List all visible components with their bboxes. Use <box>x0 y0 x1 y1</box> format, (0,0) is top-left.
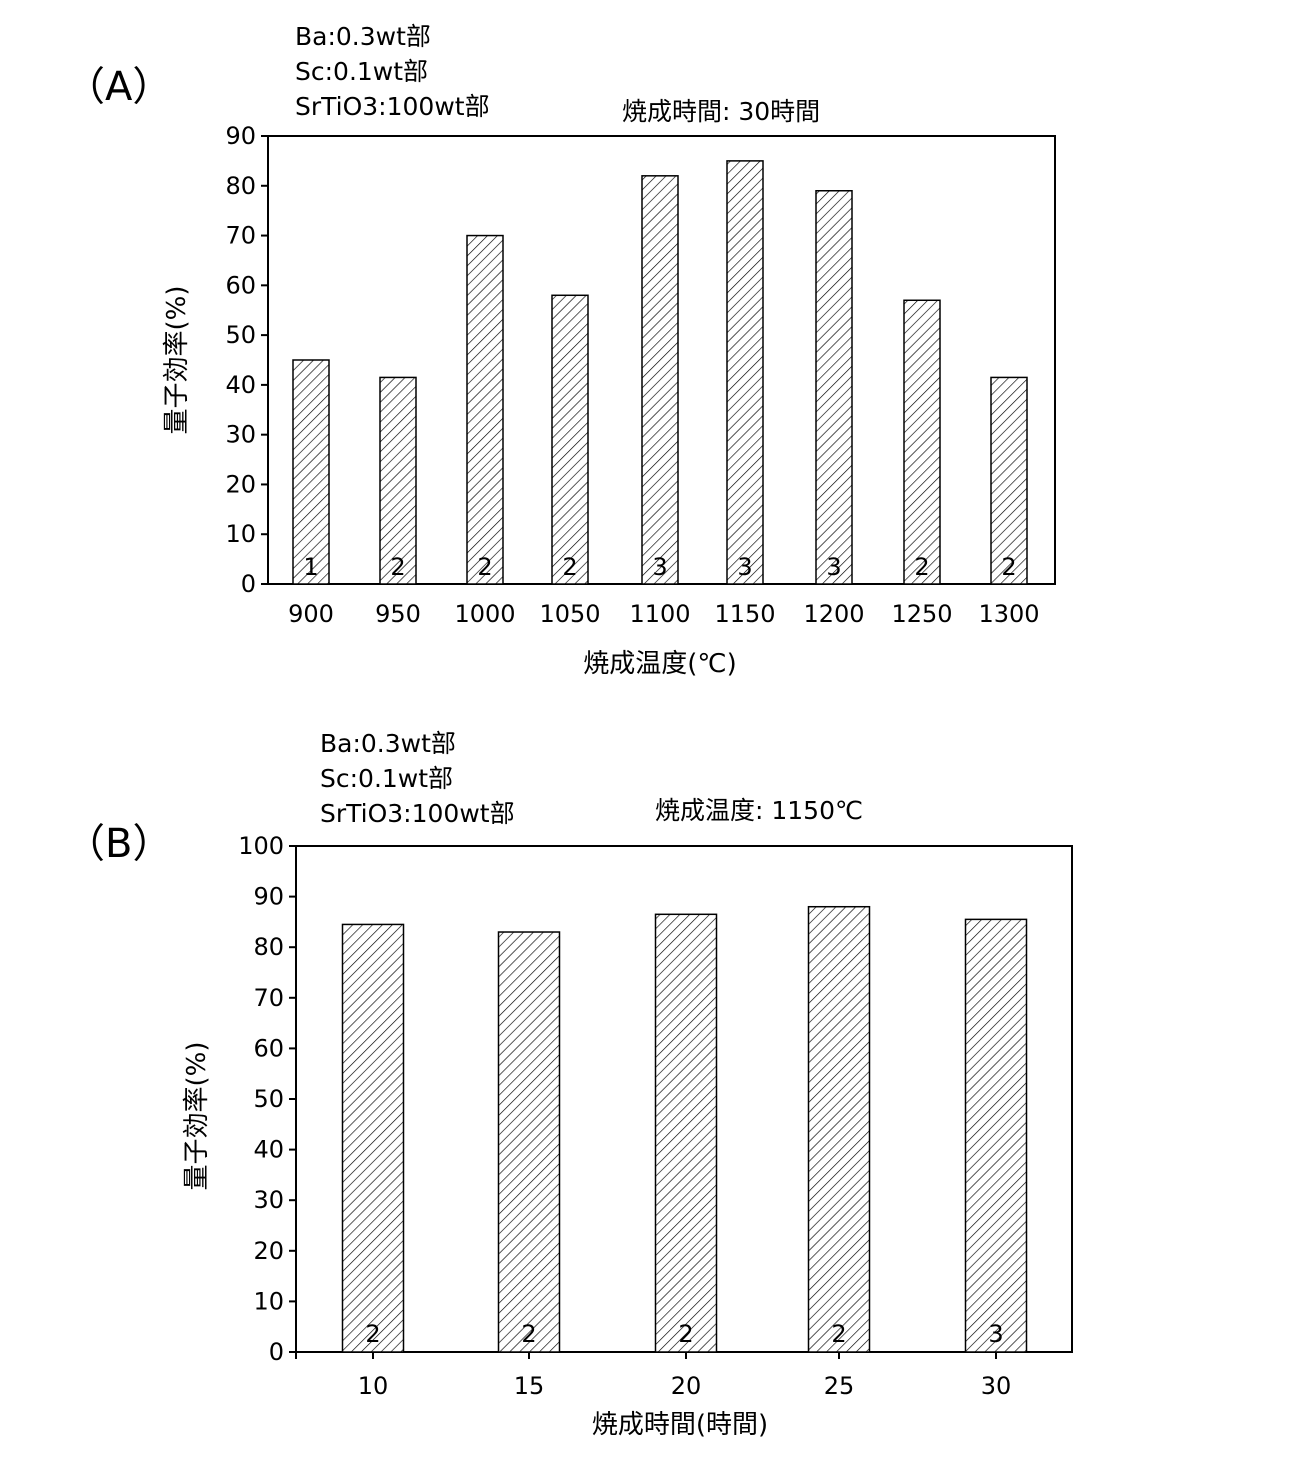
x-tick-label: 25 <box>824 1372 855 1400</box>
chart-panel-a: 0 10 20 30 40 50 60 70 80 90 1 900 2 950 2 1000 2 1050 3 11… <box>225 122 1055 628</box>
x-tick-label: 1300 <box>978 600 1039 628</box>
y-axis-title-a: 量子効率(%) <box>162 286 192 435</box>
x-tick-label: 1000 <box>454 600 515 628</box>
y-tick-label: 0 <box>241 570 256 598</box>
bar-count-label: 2 <box>390 553 405 581</box>
bar <box>966 919 1027 1352</box>
bar <box>809 907 870 1352</box>
annotation-srtio3: SrTiO3:100wt部 <box>295 92 490 121</box>
bar-count-label: 3 <box>988 1320 1003 1348</box>
y-tick-label: 50 <box>253 1085 284 1113</box>
bar-count-label: 2 <box>562 553 577 581</box>
y-tick-label: 20 <box>253 1237 284 1265</box>
annotation-ba: Ba:0.3wt部 <box>320 729 456 758</box>
panel-label-a: （A） <box>65 64 172 110</box>
y-tick-label: 0 <box>269 1338 284 1366</box>
bar-count-label: 2 <box>831 1320 846 1348</box>
annotation-srtio3: SrTiO3:100wt部 <box>320 799 515 828</box>
x-tick-label: 950 <box>375 600 421 628</box>
bar-count-label: 2 <box>678 1320 693 1348</box>
y-axis-title-b: 量子効率(%) <box>182 1042 212 1191</box>
bar <box>499 932 560 1352</box>
y-tick-label: 60 <box>253 1034 284 1062</box>
y-tick-label: 40 <box>225 371 256 399</box>
y-tick-label: 30 <box>253 1186 284 1214</box>
x-tick-label: 1250 <box>891 600 952 628</box>
annotation-ba: Ba:0.3wt部 <box>295 22 431 51</box>
x-axis-title-a: 焼成温度(℃) <box>583 649 737 679</box>
bar <box>642 176 678 584</box>
y-tick-label: 30 <box>225 421 256 449</box>
x-tick-label: 1100 <box>629 600 690 628</box>
bar <box>467 236 503 584</box>
bar-count-label: 3 <box>826 553 841 581</box>
annotation-sc: Sc:0.1wt部 <box>320 764 453 793</box>
condition-b: 焼成温度: 1150℃ <box>655 796 863 825</box>
bar-count-label: 2 <box>521 1320 536 1348</box>
bar <box>904 300 940 584</box>
x-tick-label: 30 <box>981 1372 1012 1400</box>
y-tick-label: 10 <box>225 520 256 548</box>
x-axis-title-b: 焼成時間(時間) <box>592 1410 768 1440</box>
y-tick-label: 60 <box>225 271 256 299</box>
x-tick-label: 15 <box>514 1372 545 1400</box>
bar-count-label: 3 <box>652 553 667 581</box>
bar-count-label: 2 <box>365 1320 380 1348</box>
y-tick-label: 10 <box>253 1287 284 1315</box>
bar <box>816 191 852 584</box>
bar-count-label: 2 <box>914 553 929 581</box>
bar <box>727 161 763 584</box>
x-tick-label: 900 <box>288 600 334 628</box>
y-tick-label: 20 <box>225 470 256 498</box>
x-tick-label: 1050 <box>539 600 600 628</box>
bar <box>293 360 329 584</box>
bar <box>656 914 717 1352</box>
condition-a: 焼成時間: 30時間 <box>622 97 820 126</box>
y-tick-label: 80 <box>225 172 256 200</box>
x-tick-label: 1200 <box>803 600 864 628</box>
bar <box>552 295 588 584</box>
y-tick-label: 100 <box>238 832 284 860</box>
y-tick-label: 40 <box>253 1136 284 1164</box>
x-tick-label: 20 <box>671 1372 702 1400</box>
bar-count-label: 3 <box>737 553 752 581</box>
bar-count-label: 2 <box>1001 553 1016 581</box>
bar-count-label: 2 <box>477 553 492 581</box>
y-tick-label: 70 <box>253 984 284 1012</box>
x-tick-label: 1150 <box>714 600 775 628</box>
y-tick-label: 70 <box>225 222 256 250</box>
annotation-sc: Sc:0.1wt部 <box>295 57 428 86</box>
y-tick-label: 50 <box>225 321 256 349</box>
y-tick-label: 90 <box>253 883 284 911</box>
chart-panel-b: 0 10 20 30 40 50 60 70 80 90 100 2 10 2 15 2 20 2 25 3 30 <box>238 832 1072 1400</box>
x-tick-label: 10 <box>358 1372 389 1400</box>
y-tick-label: 90 <box>225 122 256 150</box>
bar <box>343 924 404 1352</box>
panel-label-b: （B） <box>65 821 172 867</box>
y-tick-label: 80 <box>253 933 284 961</box>
bar-count-label: 1 <box>303 553 318 581</box>
